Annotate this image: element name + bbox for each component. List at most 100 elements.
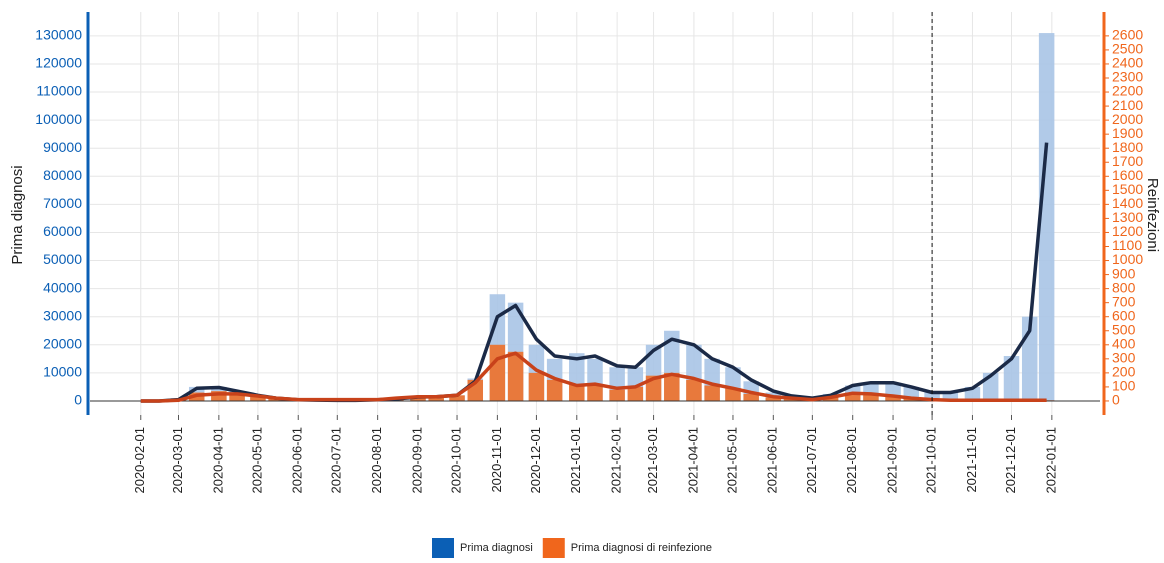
y2-tick-label: 2200 — [1112, 83, 1143, 99]
y2-tick-label: 100 — [1112, 378, 1136, 394]
trend-line — [140, 351, 1047, 403]
y2-tick-label: 1400 — [1112, 195, 1143, 211]
bar — [885, 396, 901, 401]
y-tick-label: 20000 — [43, 335, 82, 351]
bar — [664, 372, 680, 401]
bar — [686, 379, 702, 401]
y2-tick-label: 700 — [1112, 293, 1136, 309]
y-tick-label: 110000 — [36, 83, 82, 99]
y-tick-label: 90000 — [43, 139, 82, 155]
x-tick-label: 2020-10-01 — [448, 427, 463, 494]
bar — [725, 388, 741, 401]
y2-tick-label: 900 — [1112, 265, 1136, 281]
y-tick-label: 60000 — [43, 223, 82, 239]
y2-tick-label: 1300 — [1112, 209, 1143, 225]
bar — [507, 351, 524, 401]
y2-tick-label: 1700 — [1112, 153, 1143, 169]
y2-tick-label: 1500 — [1112, 181, 1143, 197]
x-tick-label: 2021-07-01 — [804, 427, 819, 494]
legend-label: Prima diagnosi di reinfezione — [571, 542, 712, 554]
y2-tick-label: 1900 — [1112, 125, 1143, 141]
bar — [924, 392, 940, 401]
y2-tick-label: 2500 — [1112, 41, 1143, 57]
bar — [546, 379, 563, 401]
bar — [489, 344, 506, 401]
bar — [704, 385, 720, 401]
legend-swatch — [542, 538, 565, 558]
y-tick-label: 30000 — [43, 307, 82, 323]
bar — [250, 395, 266, 401]
y2-tick-label: 200 — [1112, 364, 1136, 380]
x-tick-label: 2020-05-01 — [249, 427, 264, 494]
y-tick-label: 120000 — [35, 55, 82, 71]
bar — [783, 398, 800, 401]
y2-tick-label: 2300 — [1112, 69, 1143, 85]
bar — [1003, 356, 1020, 401]
bar — [765, 397, 782, 401]
y-axis-title: Prima diagnosi — [9, 165, 26, 264]
bar — [410, 396, 426, 401]
y-tick-label: 10000 — [43, 364, 82, 380]
y2-tick-label: 2600 — [1112, 27, 1143, 43]
x-tick-label: 2021-06-01 — [765, 427, 780, 494]
bar — [942, 392, 959, 401]
y-tick-label: 130000 — [35, 27, 82, 43]
y-tick-label: 50000 — [43, 251, 82, 267]
y2-tick-label: 2000 — [1112, 111, 1143, 127]
y2-tick-label: 2400 — [1112, 55, 1143, 71]
y-tick-label: 100000 — [35, 111, 82, 127]
x-tick-label: 2021-09-01 — [884, 427, 899, 494]
bar — [627, 386, 644, 401]
x-tick-label: 2020-02-01 — [132, 427, 147, 494]
y2-tick-label: 600 — [1112, 307, 1136, 323]
y2-tick-label: 300 — [1112, 350, 1136, 366]
x-tick-label: 2020-12-01 — [528, 427, 543, 494]
x-tick-label: 2021-03-01 — [645, 427, 660, 494]
y2-tick-label: 1800 — [1112, 139, 1143, 155]
bar — [428, 396, 444, 401]
y2-tick-label: 2100 — [1112, 97, 1143, 113]
x-tick-label: 2021-11-01 — [964, 427, 979, 493]
y-tick-label: 0 — [74, 392, 82, 408]
x-tick-label: 2020-09-01 — [409, 427, 424, 494]
y-tick-label: 80000 — [43, 167, 82, 183]
bar — [211, 391, 227, 401]
bar — [609, 389, 625, 401]
y-tick-label: 70000 — [43, 195, 82, 211]
legend-label: Prima diagnosi — [460, 542, 533, 554]
y2-axis-title: Reinfezioni — [1144, 178, 1161, 252]
x-tick-label: 2021-01-01 — [568, 427, 583, 494]
y2-tick-label: 800 — [1112, 279, 1136, 295]
y2-tick-label: 1000 — [1112, 251, 1143, 267]
y-tick-label: 40000 — [43, 279, 82, 295]
x-tick-label: 2020-06-01 — [290, 427, 305, 494]
bar — [743, 393, 759, 401]
bar — [229, 392, 245, 401]
y2-tick-label: 400 — [1112, 335, 1136, 351]
bar — [1038, 33, 1055, 401]
x-tick-label: 2020-03-01 — [170, 427, 185, 494]
x-tick-label: 2021-12-01 — [1003, 427, 1018, 494]
bar — [863, 393, 879, 401]
y2-tick-label: 0 — [1112, 392, 1120, 408]
legend-swatch — [432, 538, 454, 558]
bar — [587, 384, 603, 401]
bar — [844, 392, 861, 401]
x-tick-label: 2021-05-01 — [724, 427, 739, 494]
bar — [569, 384, 585, 401]
x-tick-label: 2021-08-01 — [844, 427, 859, 494]
x-tick-label: 2021-10-01 — [924, 427, 939, 494]
bar — [449, 395, 465, 401]
x-tick-label: 2020-11-01 — [489, 427, 504, 493]
bar — [528, 372, 545, 401]
x-tick-label: 2020-07-01 — [329, 427, 344, 494]
x-tick-label: 2020-04-01 — [210, 427, 225, 494]
y2-tick-label: 1600 — [1112, 167, 1143, 183]
y2-tick-label: 500 — [1112, 321, 1136, 337]
x-tick-label: 2022-01-01 — [1043, 427, 1058, 494]
x-tick-label: 2021-02-01 — [609, 427, 624, 494]
y2-tick-label: 1200 — [1112, 223, 1143, 239]
x-tick-label: 2020-08-01 — [369, 427, 384, 494]
x-tick-label: 2021-04-01 — [685, 427, 700, 494]
